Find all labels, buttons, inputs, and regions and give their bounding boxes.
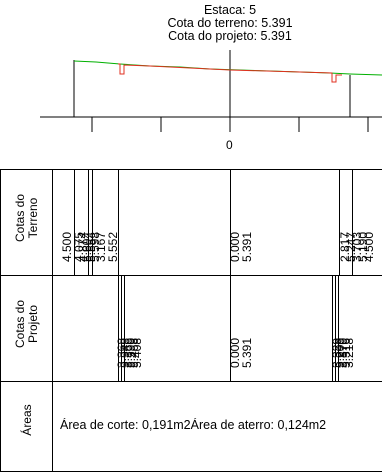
- terreno-value: 4.500: [362, 231, 376, 262]
- estaca-label: Estaca: 5: [203, 3, 257, 17]
- row-label-projeto: Cotas do Projeto: [13, 299, 40, 349]
- projeto-value: 5.408: [130, 337, 144, 368]
- cota-projeto-label: Cota do projeto: 5.391: [168, 29, 292, 43]
- areas-text: Área de corte: 0,191m2Área de aterro: 0,…: [60, 418, 327, 432]
- row-label-areas: Áreas: [20, 404, 34, 436]
- terreno-value: 5.391: [240, 231, 254, 262]
- axis-zero-label: 0: [226, 138, 233, 152]
- projeto-value: 5.391: [240, 337, 254, 368]
- cota-terreno-label: Cota do terreno: 5.391: [167, 16, 293, 30]
- projeto-value: 3.218: [342, 337, 356, 368]
- terreno-value: 5.552: [106, 231, 120, 262]
- row-label-terreno: Cotas do Terreno: [13, 193, 40, 243]
- project-line: [118, 63, 342, 83]
